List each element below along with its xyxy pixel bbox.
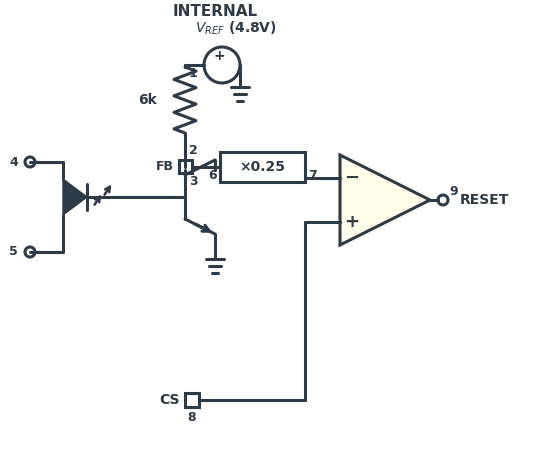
- Text: −: −: [344, 169, 360, 187]
- Text: 6k: 6k: [138, 93, 157, 107]
- Text: 8: 8: [188, 411, 196, 424]
- Polygon shape: [340, 155, 430, 245]
- Text: +: +: [213, 49, 225, 63]
- Text: FB: FB: [156, 160, 174, 173]
- Bar: [185, 393, 199, 407]
- Bar: [220, 152, 305, 182]
- Text: RESET: RESET: [460, 193, 509, 207]
- Text: 2: 2: [189, 145, 198, 158]
- Text: 7: 7: [308, 169, 317, 182]
- Text: 4: 4: [9, 155, 18, 168]
- Polygon shape: [63, 179, 87, 215]
- Text: CS: CS: [159, 393, 180, 407]
- Text: 1: 1: [189, 67, 198, 80]
- Circle shape: [438, 195, 448, 205]
- Text: INTERNAL: INTERNAL: [172, 5, 257, 20]
- Text: 5: 5: [9, 246, 18, 259]
- Bar: [178, 160, 191, 173]
- Text: +: +: [344, 213, 360, 231]
- Text: ×0.25: ×0.25: [239, 160, 286, 174]
- Circle shape: [25, 247, 35, 257]
- Text: $V_{REF}$ (4.8V): $V_{REF}$ (4.8V): [195, 20, 277, 37]
- Text: 6: 6: [208, 169, 217, 182]
- Circle shape: [25, 157, 35, 167]
- Text: 9: 9: [449, 185, 458, 198]
- Text: 3: 3: [189, 175, 197, 188]
